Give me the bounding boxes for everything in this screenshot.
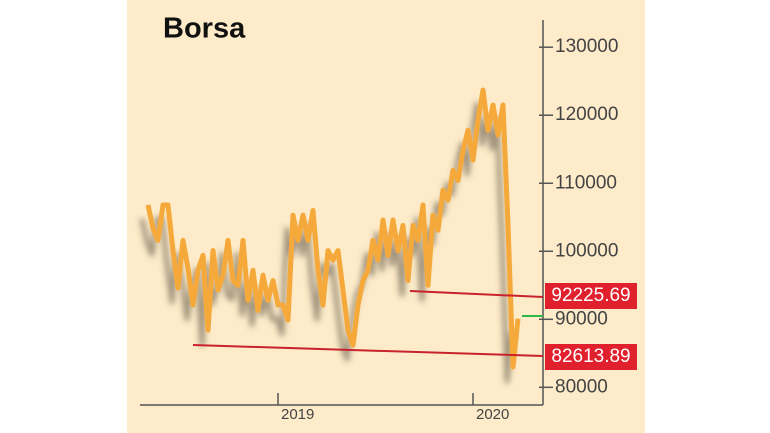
annotation-line <box>409 290 544 298</box>
y-tick-label: 100000 <box>555 240 618 261</box>
annotation-box <box>545 344 637 370</box>
annotation-label: 92225.69 <box>551 285 630 306</box>
annotation-line <box>192 344 544 357</box>
annotation-label: 82613.89 <box>551 346 630 367</box>
chart-title: Borsa <box>163 13 246 45</box>
y-tick-label: 120000 <box>555 104 618 125</box>
y-tick-label: 130000 <box>555 36 618 57</box>
y-tick-label: 80000 <box>555 376 608 397</box>
y-tick-label: 90000 <box>555 308 608 329</box>
x-tick-label: 2019 <box>281 406 314 423</box>
line-series <box>145 87 521 370</box>
x-tick-label: 2020 <box>476 406 509 423</box>
y-tick-label: 110000 <box>555 172 617 193</box>
annotation-box <box>545 283 637 309</box>
